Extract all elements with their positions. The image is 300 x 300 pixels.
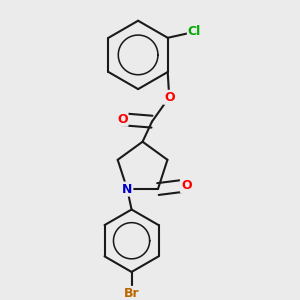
Text: O: O: [181, 179, 191, 192]
Text: Br: Br: [124, 287, 140, 300]
Text: Cl: Cl: [188, 26, 201, 38]
Text: O: O: [164, 91, 175, 104]
Text: O: O: [117, 113, 128, 126]
Text: N: N: [122, 183, 132, 196]
